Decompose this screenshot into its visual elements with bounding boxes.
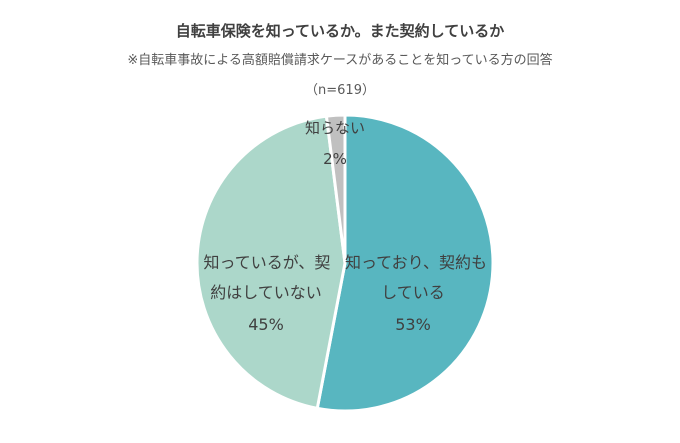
sample-size: （n=619）	[305, 83, 375, 98]
pie-slice-3	[324, 113, 347, 265]
slice-label-line: 知らない	[305, 119, 365, 137]
slice-value-label: 45%	[248, 315, 284, 334]
slice-label-line: 知っているが、契	[204, 253, 331, 272]
slice-label-line: 約はしていない	[210, 283, 322, 302]
chart-subtitle: ※自転車事故による高額賠償請求ケースがあることを知っている方の回答	[127, 53, 553, 68]
pie-slice-2	[195, 114, 347, 410]
slice-value-label: 2%	[323, 150, 347, 168]
slice-value-label: 53%	[395, 315, 431, 334]
chart-title: 自転車保険を知っているか。また契約しているか	[175, 22, 505, 40]
slice-label-line: している	[381, 283, 445, 302]
pie-slice-1	[315, 113, 495, 413]
slice-label-line: 知っており、契約も	[345, 253, 487, 272]
